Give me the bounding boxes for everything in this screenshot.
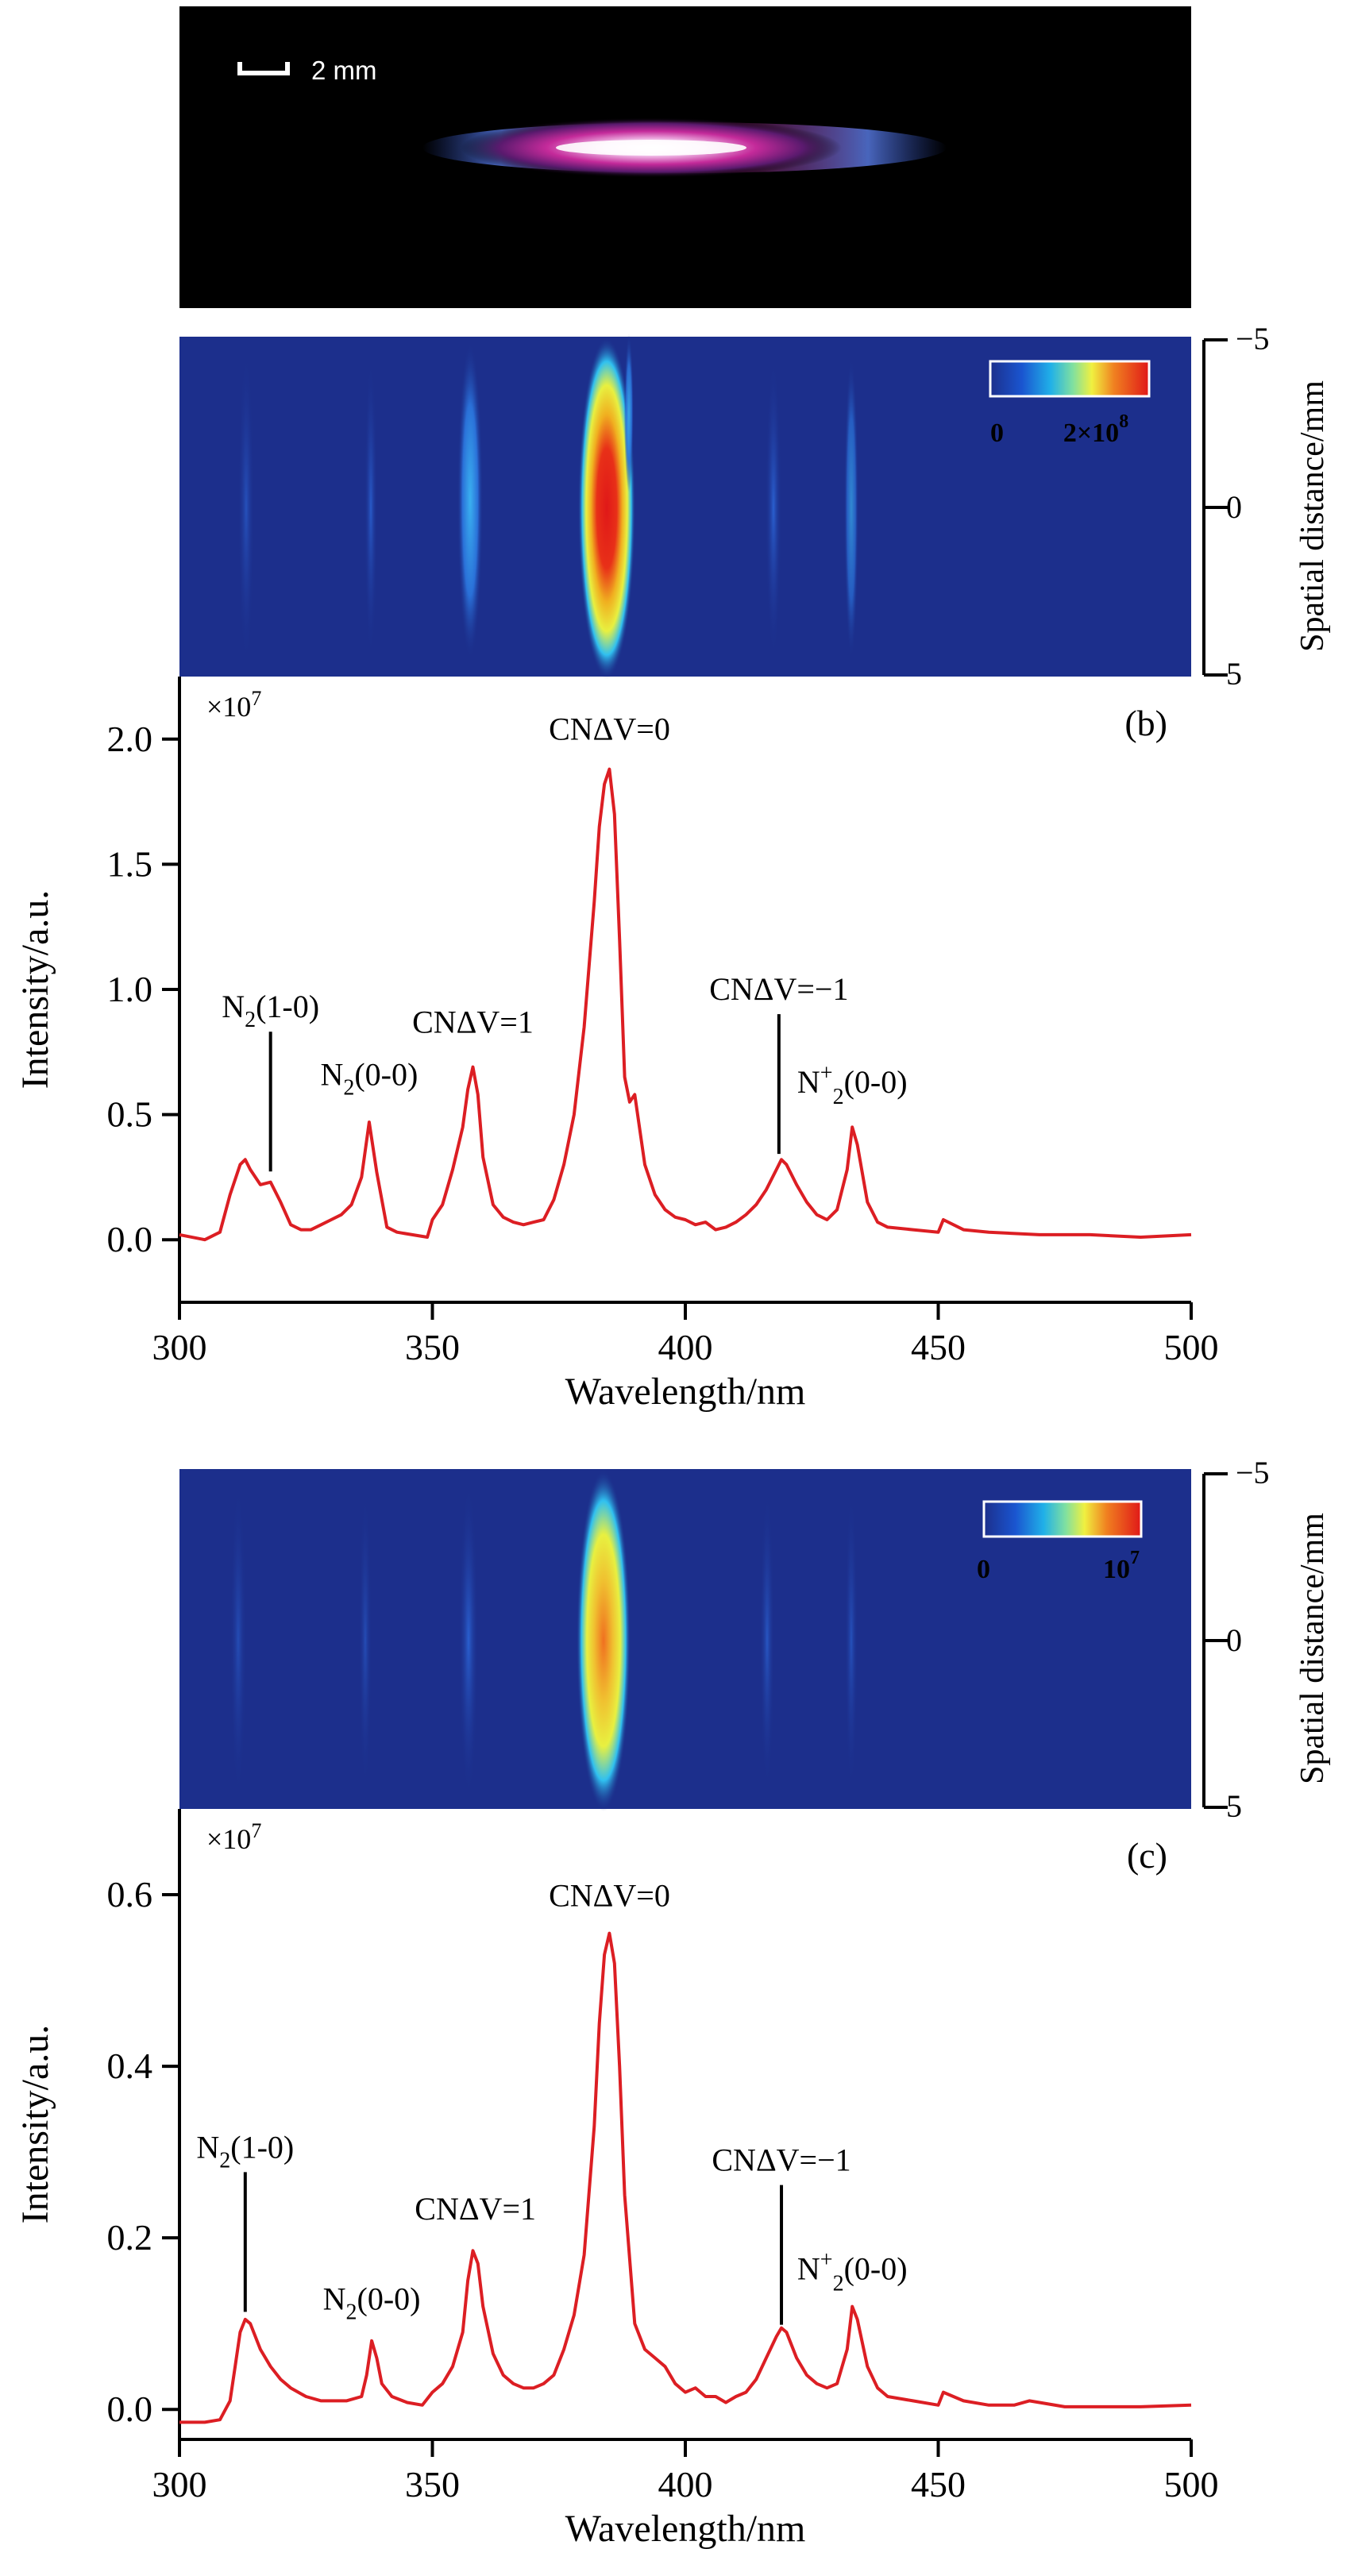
x-tick-label: 500	[1164, 2464, 1219, 2505]
x-tick-label: 350	[405, 2464, 460, 2505]
emission-band-b-358	[457, 341, 483, 659]
y-tick-label: 0.5	[107, 1094, 153, 1135]
x-tick-label: 400	[658, 2464, 713, 2505]
scale-bar	[237, 62, 290, 75]
emission-band-b-389	[624, 334, 634, 492]
x-tick-label: 300	[152, 1327, 207, 1367]
spatial-axis-label-b: Spatial distance/mm	[1294, 380, 1331, 652]
panel-label: (b)	[1124, 703, 1167, 743]
emission-band-b-419	[766, 357, 781, 659]
x-axis-label: Wavelength/nm	[565, 2508, 806, 2550]
y-tick-label: 0.0	[107, 1219, 153, 1259]
peak-annotation: N2(0-0)	[320, 1056, 418, 1100]
y-axis-label: Intensity/a.u.	[14, 2025, 56, 2224]
peak-annotation: N2(0-0)	[323, 2281, 421, 2324]
emission-band-b-433	[844, 357, 858, 659]
scale-note: ×107	[206, 687, 261, 723]
colorbar-b-min: 0	[990, 418, 1004, 448]
peak-annotation: CNΔV=0	[549, 1878, 670, 1914]
peak-annotation: N2(1-0)	[222, 989, 319, 1032]
x-tick-label: 350	[405, 1327, 460, 1367]
chart-c: 300 350 400 450 500 0.0 0.2 0.4 0.6 Wavelength/nm…	[14, 1809, 1219, 2550]
emission-band-c-310	[230, 1482, 246, 1799]
spatial-tick-label-b-2: 0	[1226, 489, 1242, 525]
spatial-tick-label-b-1: −5	[1236, 321, 1270, 357]
y-axis-label: Intensity/a.u.	[14, 890, 56, 1089]
scale-note: ×107	[206, 1819, 261, 1855]
spectrum-series-line	[179, 1931, 1192, 2424]
y-tick-label: 1.0	[107, 969, 153, 1009]
y-tick-label: 0.2	[107, 2217, 153, 2258]
spatial-tick-label-c-1: −5	[1236, 1455, 1270, 1490]
y-tick-label: 0.0	[107, 2389, 153, 2429]
peak-annotation: N+2(0-0)	[797, 1061, 908, 1109]
colorbar-b	[989, 360, 1151, 398]
panel-c-image: 0 107 −5 0 5 Spatial distance/mm	[179, 1455, 1331, 1824]
emission-band-c-419	[760, 1490, 774, 1791]
plume-core	[556, 140, 746, 156]
panel-a: 2 mm (a)	[179, 6, 1191, 308]
y-tick-label: 2.0	[107, 719, 153, 759]
x-tick-label: 450	[911, 1327, 966, 1367]
spatial-tick-label-c-2: 0	[1226, 1622, 1242, 1658]
emission-band-c-337	[359, 1490, 372, 1791]
spatial-tick-label-b-3: 5	[1226, 656, 1242, 692]
emission-band-b-385	[578, 337, 635, 679]
peak-annotation: N+2(0-0)	[797, 2248, 908, 2296]
peak-annotation: CNΔV=1	[412, 1004, 534, 1039]
peak-annotation: CNΔV=−1	[709, 971, 848, 1007]
colorbar-c-max: 107	[1103, 1548, 1140, 1584]
spectrum-series-line	[179, 767, 1192, 1242]
x-tick-label: 300	[152, 2464, 207, 2505]
colorbar-b-max: 2×108	[1063, 411, 1128, 448]
colorbar-c	[982, 1500, 1143, 1538]
emission-band-c-358	[459, 1482, 478, 1799]
scale-bar-label: 2 mm	[311, 56, 377, 85]
peak-annotation: CNΔV=0	[549, 711, 670, 746]
y-tick-label: 0.4	[107, 2046, 153, 2086]
emission-band-b-337	[364, 357, 377, 659]
chart-b: 300 350 400 450 500 0.0 0.5 1.0 1.5 2.0 Wavelength…	[14, 677, 1219, 1413]
x-tick-label: 500	[1164, 1327, 1219, 1367]
x-axis-label: Wavelength/nm	[565, 1371, 806, 1413]
panel-a-label: (a)	[1139, 25, 1171, 54]
panel-label: (c)	[1127, 1835, 1167, 1876]
y-tick-label: 0.6	[107, 1874, 153, 1915]
emission-band-c-385	[577, 1470, 631, 1811]
spatial-axis-label-c: Spatial distance/mm	[1294, 1513, 1331, 1784]
emission-band-b-310	[238, 349, 254, 667]
x-tick-label: 450	[911, 2464, 966, 2505]
y-tick-label: 1.5	[107, 843, 153, 884]
peak-annotation: N2(1-0)	[196, 2129, 294, 2173]
peak-annotation: CNΔV=−1	[712, 2142, 850, 2178]
x-tick-label: 400	[658, 1327, 713, 1367]
panel-b-image: 0 2×108 −5 0 5 Spatial distance/mm	[179, 321, 1331, 692]
peak-annotation: CNΔV=1	[415, 2191, 536, 2227]
spatial-tick-label-c-3: 5	[1226, 1788, 1242, 1824]
colorbar-c-min: 0	[977, 1555, 990, 1584]
emission-band-c-433	[845, 1490, 858, 1791]
